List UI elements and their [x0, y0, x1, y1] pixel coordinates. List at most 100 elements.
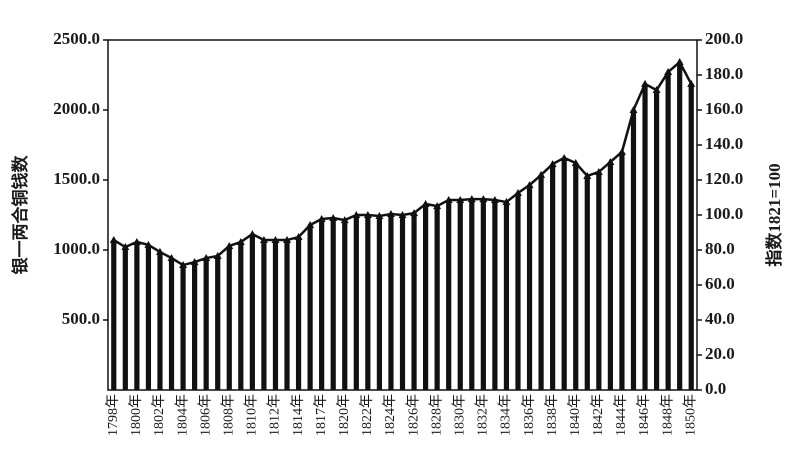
bar — [134, 242, 140, 390]
line-marker — [294, 233, 303, 241]
bar — [619, 152, 625, 390]
x-tick-label: 1824年 — [382, 394, 398, 436]
bar — [526, 185, 533, 390]
line-marker — [687, 79, 696, 87]
line-marker — [490, 195, 499, 203]
bar — [342, 220, 348, 390]
y-tick-label: 2000.0 — [53, 99, 100, 118]
bar — [272, 240, 279, 390]
bar — [607, 161, 613, 390]
x-tick-label: 1846年 — [636, 394, 652, 436]
line-marker — [525, 181, 534, 189]
line-marker — [398, 211, 407, 218]
line-marker — [248, 230, 257, 238]
line-marker — [652, 86, 661, 94]
bar — [411, 213, 417, 390]
x-tick-label: 1826年 — [405, 394, 421, 436]
line-marker — [202, 254, 211, 262]
bar — [157, 251, 163, 390]
bar — [399, 215, 406, 390]
x-tick-label: 1822年 — [359, 394, 375, 436]
y2-axis-label: 指数1821=100 — [764, 163, 784, 266]
bar — [446, 200, 452, 390]
x-tick-label: 1806年 — [197, 394, 213, 436]
line-marker — [594, 167, 603, 175]
x-tick-label: 1817年 — [313, 394, 329, 436]
bar — [665, 72, 671, 390]
bar — [388, 214, 394, 390]
bar — [330, 217, 336, 390]
line-marker — [444, 195, 453, 203]
x-tick-label: 1804年 — [174, 394, 190, 436]
line-marker — [456, 195, 465, 203]
line-marker — [606, 157, 615, 165]
x-tick-label: 1848年 — [659, 394, 675, 436]
bar — [596, 172, 602, 390]
y2-tick-label: 180.0 — [705, 64, 743, 83]
line-marker — [467, 195, 476, 203]
bar — [469, 199, 475, 390]
line-marker — [259, 236, 268, 244]
x-tick-label: 1838年 — [544, 394, 560, 436]
x-tick-label: 1844年 — [613, 394, 629, 436]
y2-tick-label: 200.0 — [705, 29, 743, 48]
bar — [180, 264, 186, 390]
bar — [249, 234, 255, 390]
bar — [561, 158, 567, 390]
y2-tick-label: 40.0 — [705, 309, 735, 328]
bar — [550, 164, 556, 390]
line-marker — [513, 188, 522, 196]
bar — [261, 240, 267, 390]
bar — [688, 83, 694, 391]
bar — [642, 83, 648, 391]
x-tick-label: 1814年 — [290, 394, 306, 436]
line-marker — [213, 251, 222, 259]
bar — [307, 224, 313, 390]
bar — [376, 215, 383, 390]
bar — [319, 219, 325, 390]
x-tick-label: 1840年 — [567, 394, 583, 436]
line-marker — [583, 171, 592, 179]
y2-tick-label: 60.0 — [705, 274, 735, 293]
bar — [492, 200, 498, 390]
y-tick-label: 1000.0 — [53, 239, 100, 258]
line-marker — [537, 170, 546, 178]
line-marker — [352, 211, 361, 218]
line-marker — [121, 243, 130, 251]
line-marker — [363, 211, 372, 218]
line-marker — [340, 216, 349, 224]
x-tick-label: 1842年 — [590, 394, 606, 436]
line-marker — [571, 159, 580, 167]
line-marker — [144, 240, 153, 248]
x-tick-label: 1828年 — [428, 394, 444, 436]
y2-tick-label: 80.0 — [705, 239, 735, 258]
line-marker — [617, 148, 626, 155]
x-tick-label: 1832年 — [475, 394, 491, 436]
y2-tick-label: 120.0 — [705, 169, 743, 188]
y2-tick-label: 20.0 — [705, 344, 735, 363]
bar — [538, 174, 544, 390]
line-marker — [236, 237, 245, 245]
line-marker — [479, 195, 488, 203]
y-axis-label: 银一两合铜钱数 — [10, 155, 30, 275]
bar — [122, 247, 128, 390]
y2-tick-label: 160.0 — [705, 99, 743, 118]
line-marker — [560, 153, 569, 161]
x-tick-label: 1836年 — [521, 394, 537, 436]
x-tick-label: 1810年 — [244, 394, 260, 436]
bar — [630, 110, 637, 390]
x-tick-label: 1798年 — [105, 394, 121, 436]
line-marker — [271, 236, 280, 244]
line-marker — [317, 215, 326, 223]
line-marker — [109, 236, 118, 244]
x-tick-label: 1812年 — [267, 394, 283, 436]
y-tick-label: 1500.0 — [53, 169, 100, 188]
bar — [192, 262, 198, 390]
bar — [168, 257, 175, 390]
bar — [515, 193, 521, 390]
bar — [584, 175, 590, 390]
line-marker — [306, 220, 315, 228]
line-marker — [421, 199, 430, 207]
line-marker — [675, 58, 684, 66]
